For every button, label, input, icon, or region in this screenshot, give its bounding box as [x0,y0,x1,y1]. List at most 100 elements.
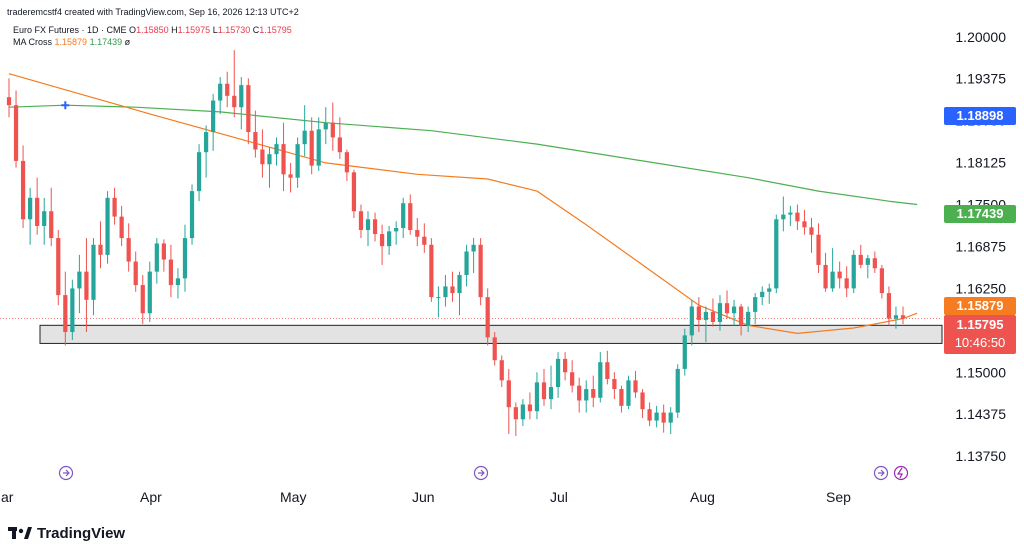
candle-body[interactable] [133,261,138,286]
candle-body[interactable] [450,286,455,294]
candle-body[interactable] [457,274,462,294]
candle-body[interactable] [513,407,518,420]
candle-body[interactable] [387,231,392,247]
candle-body[interactable] [577,385,582,401]
candle-body[interactable] [900,315,906,319]
candle-body[interactable] [20,160,26,220]
candle-body[interactable] [717,303,723,322]
candle-body[interactable] [478,244,483,298]
fast-ma-line[interactable] [8,73,918,335]
candle-body[interactable] [788,212,793,215]
candle-body[interactable] [612,378,617,390]
candle-body[interactable] [281,144,286,175]
candle-body[interactable] [654,412,659,421]
candle-body[interactable] [548,387,554,400]
candle-body[interactable] [443,286,448,298]
candle-body[interactable] [91,244,96,300]
candle-body[interactable] [175,278,181,286]
candle-body[interactable] [738,306,744,326]
candle-body[interactable] [851,254,856,289]
candle-body[interactable] [35,197,40,227]
candle-body[interactable] [6,97,12,106]
candle-body[interactable] [168,259,174,286]
candle-body[interactable] [344,152,350,173]
candle-body[interactable] [49,211,54,239]
candle-body[interactable] [640,392,645,410]
candle-body[interactable] [415,230,420,237]
candle-body[interactable] [28,197,33,220]
candle-body[interactable] [218,83,223,101]
candle-body[interactable] [682,335,687,369]
candle-body[interactable] [56,238,61,296]
candle-body[interactable] [98,244,103,255]
candle-body[interactable] [562,358,568,373]
candle-body[interactable] [886,293,892,319]
candle-body[interactable] [288,174,293,178]
candle-body[interactable] [520,404,525,420]
candle-body[interactable] [541,382,547,400]
candle-body[interactable] [84,271,89,300]
candle-body[interactable] [633,380,638,393]
candle-body[interactable] [358,211,364,231]
candle-body[interactable] [837,271,842,279]
candle-body[interactable] [527,404,533,412]
candle-body[interactable] [858,254,863,265]
candle-body[interactable] [295,144,300,178]
candle-body[interactable] [710,311,716,322]
candle-body[interactable] [591,389,596,398]
candle-body[interactable] [802,221,807,228]
candle-body[interactable] [239,85,244,108]
candle-body[interactable] [753,297,758,312]
candle-body[interactable] [626,380,631,406]
candle-body[interactable] [253,132,258,150]
candle-body[interactable] [570,372,575,386]
candle-body[interactable] [77,271,82,289]
candle-body[interactable] [492,337,497,361]
candle-body[interactable] [267,154,272,165]
candle-body[interactable] [323,122,328,130]
candle-body[interactable] [760,291,765,298]
candle-body[interactable] [232,95,237,108]
candle-body[interactable] [147,271,152,314]
candle-body[interactable] [689,306,694,336]
candle-body[interactable] [13,105,19,161]
candle-body[interactable] [182,238,188,279]
candle-body[interactable] [731,306,737,314]
candle-body[interactable] [879,268,884,294]
candle-body[interactable] [211,100,216,133]
tradingview-logo[interactable]: TradingView [8,525,125,542]
candle-body[interactable] [703,311,709,320]
candle-body[interactable] [598,362,603,398]
candle-body[interactable] [105,197,110,255]
candle-body[interactable] [436,297,441,299]
candle-body[interactable] [795,212,800,222]
candle-body[interactable] [506,380,511,408]
candle-body[interactable] [203,132,209,153]
candle-body[interactable] [584,389,589,401]
candle-body[interactable] [189,191,195,239]
candle-body[interactable] [647,409,652,421]
candle-body[interactable] [661,412,666,423]
slow-ma-line[interactable] [8,104,918,206]
candle-body[interactable] [309,130,314,166]
candle-body[interactable] [422,236,427,245]
candle-body[interactable] [865,258,870,265]
indicator-line[interactable]: MA Cross 1.15879 1.17439 ø [13,37,130,48]
candle-body[interactable] [260,149,265,165]
candle-body[interactable] [316,129,321,166]
candle-body[interactable] [408,203,413,231]
candle-body[interactable] [365,219,371,231]
candle-body[interactable] [225,83,230,96]
candle-body[interactable] [372,219,378,235]
candle-body[interactable] [126,238,131,262]
symbol-label[interactable]: Euro FX Futures · 1D · CME [13,25,127,35]
candle-body[interactable] [893,315,899,319]
candle-body[interactable] [394,228,399,232]
candle-body[interactable] [471,244,476,252]
candle-body[interactable] [781,214,786,220]
candle-body[interactable] [605,362,610,379]
lightning-icon[interactable] [893,465,909,481]
candle-body[interactable] [499,360,504,381]
candle-body[interactable] [464,251,469,275]
support-zone-rect[interactable] [39,324,943,344]
